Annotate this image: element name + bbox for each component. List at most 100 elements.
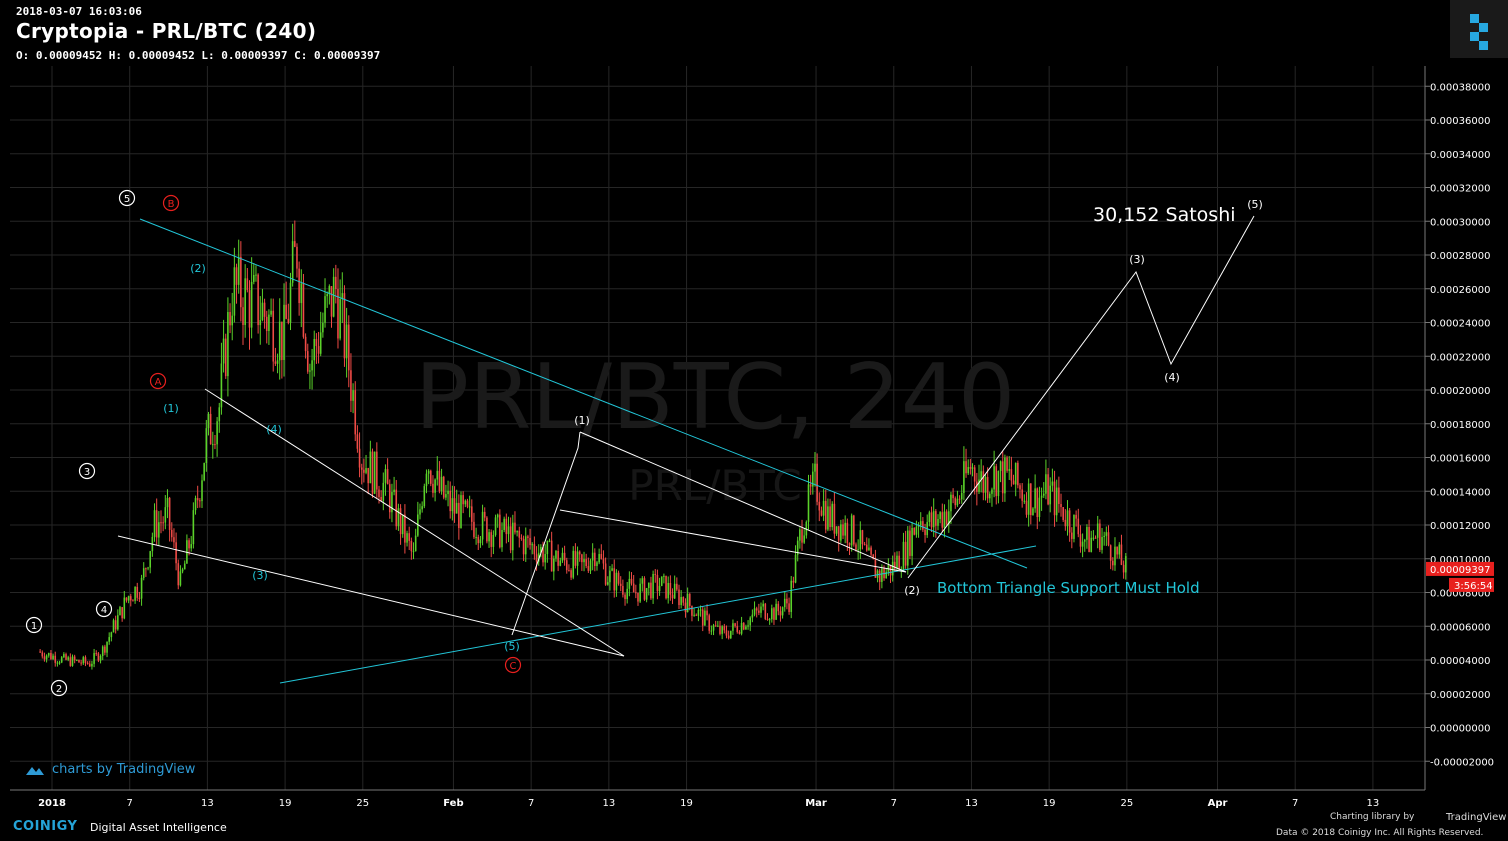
candle-body (738, 632, 741, 634)
countdown-box (1449, 577, 1494, 592)
candle-body (345, 324, 348, 359)
wave-circle-text: 1 (31, 621, 37, 632)
candle-body (889, 565, 892, 576)
candle-body (630, 578, 633, 584)
candle-body (637, 592, 639, 602)
projection-path (907, 215, 1255, 579)
candle-body (682, 596, 685, 603)
candle-body (155, 510, 158, 538)
tradingview-footer-link[interactable]: TradingView (1446, 812, 1507, 823)
coinigy-logo-icon (1470, 14, 1488, 50)
candle-body (164, 507, 167, 523)
wedge-upper-line (204, 388, 625, 657)
channel-lower-line (559, 509, 907, 573)
candle-body (50, 653, 52, 660)
candle-body (561, 552, 564, 561)
candle-body (932, 511, 935, 528)
candle-body (1062, 507, 1064, 520)
y-tick-label: 0.00000000 (1430, 724, 1490, 735)
candle-body (1068, 510, 1071, 533)
candle-body (809, 484, 812, 487)
candle-body (136, 586, 139, 598)
candle-body (1105, 532, 1108, 536)
candle-body (104, 646, 106, 653)
candle-body (91, 663, 93, 667)
candle-body (300, 283, 303, 304)
candle-body (393, 489, 395, 493)
candle-body (56, 662, 59, 664)
white-wave-5: (5) (1247, 198, 1263, 211)
coinigy-brand[interactable]: COINIGY (13, 819, 78, 834)
candle-body (391, 492, 393, 513)
x-tick-label: 19 (680, 798, 693, 809)
candle-body (624, 594, 626, 600)
candle-body (775, 603, 777, 620)
last-price-tag: 0.00009397 3:56:54 (1426, 561, 1494, 592)
candle-body (1023, 500, 1026, 502)
candle-body (54, 655, 57, 663)
candle-body (114, 620, 117, 630)
candle-body (928, 512, 931, 523)
x-tick-label: 19 (1043, 798, 1056, 809)
candle-body (742, 623, 745, 630)
y-tick-label: 0.00036000 (1430, 116, 1490, 127)
candle-body (693, 614, 695, 616)
candle-body (453, 498, 456, 514)
candle-body (658, 585, 661, 592)
candle-body (302, 283, 305, 337)
candle-body (671, 594, 674, 599)
candle-body (540, 546, 542, 553)
candle-body (93, 653, 95, 664)
candle-body (1060, 503, 1062, 508)
x-tick-label: 7 (891, 798, 897, 809)
candle-body (80, 662, 82, 664)
y-tick-label: 0.00034000 (1430, 150, 1490, 161)
tradingview-attribution-link[interactable]: charts by TradingView (24, 762, 195, 777)
candle-body (317, 346, 320, 354)
candle-body (503, 518, 505, 530)
candle-body (881, 568, 883, 582)
candle-body (846, 522, 849, 544)
candle-body (641, 578, 644, 584)
candle-body (179, 571, 182, 586)
candle-body (725, 630, 728, 636)
candle-body (220, 363, 223, 408)
candle-body (790, 580, 793, 612)
candle-body (142, 568, 145, 578)
candle-body (965, 461, 967, 474)
wave-circle-text: C (510, 661, 517, 672)
wave-label-c: C (504, 656, 522, 674)
candle-body (259, 319, 262, 326)
coinigy-logo-button[interactable] (1450, 0, 1508, 58)
candle-body (980, 471, 982, 480)
candle-body (898, 555, 900, 571)
candle-body (181, 569, 184, 572)
candle-body (704, 610, 706, 626)
candle-body (902, 541, 905, 571)
candle-body (39, 651, 41, 653)
candle-body (451, 498, 454, 512)
candle-body (110, 632, 113, 638)
candle-body (477, 537, 480, 544)
candle-body (524, 536, 527, 555)
candle-body (470, 506, 473, 522)
candle-body (857, 549, 859, 551)
candle-body (209, 413, 212, 445)
candle-body (650, 582, 652, 599)
candle-body (309, 370, 311, 372)
candle-body (237, 256, 240, 285)
candle-body (622, 585, 624, 595)
candle-body (837, 526, 840, 541)
candle-body (594, 552, 596, 567)
candle-body (1103, 535, 1105, 537)
candle-body (591, 552, 594, 561)
candle-body (1034, 488, 1036, 509)
candle-body (203, 463, 205, 481)
candle-body (380, 496, 382, 501)
candle-body (462, 495, 464, 505)
candle-body (257, 274, 259, 326)
candle-body (909, 530, 911, 556)
candle-body (263, 302, 266, 317)
wave-labels: 1 2 3 4 5 A B C (1) (2) (3) (4) (5) (1) (2) (3) (4) (5) (25, 189, 1263, 697)
